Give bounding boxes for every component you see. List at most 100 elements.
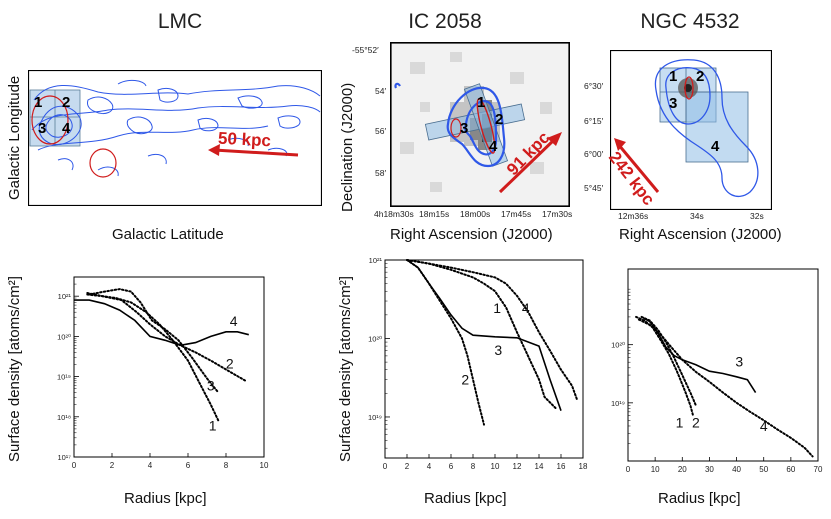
ic2058-ytick: -55°52′ xyxy=(352,45,379,55)
x-tick-label: 2 xyxy=(110,461,115,470)
ic2058-region-label-2: 2 xyxy=(495,111,504,128)
lmc-region-label-2: 2 xyxy=(62,94,71,111)
x-tick-label: 10 xyxy=(651,465,660,474)
panel-title-lmc: LMC xyxy=(157,10,203,33)
x-tick-label: 40 xyxy=(732,465,741,474)
x-tick-label: 4 xyxy=(427,462,432,471)
lmc-profile-xlabel: Radius [kpc] xyxy=(124,490,207,507)
plot-frame xyxy=(384,259,584,459)
x-tick-label: 16 xyxy=(557,462,566,471)
ic2058-xtick: 17m30s xyxy=(542,209,573,219)
y-tick-label: 10¹⁹ xyxy=(368,413,382,422)
ngc4532-map-xlabel: Right Ascension (J2000) xyxy=(619,226,782,243)
x-tick-label: 70 xyxy=(814,465,823,474)
ic2058-region-label-1: 1 xyxy=(477,94,486,111)
x-tick-label: 0 xyxy=(72,461,77,470)
lmc-map xyxy=(28,70,322,206)
y-tick-label: 10²¹ xyxy=(58,292,72,301)
lmc-region-ellipse-1 xyxy=(31,95,69,145)
series-line-4 xyxy=(74,299,249,347)
x-tick-label: 0 xyxy=(626,465,631,474)
profiles-ylabel-middle: Surface density [atoms/cm²] xyxy=(337,276,354,462)
ngc4532-ytick: 6°15′ xyxy=(584,116,604,126)
lmc-region-ellipse-2 xyxy=(89,148,117,178)
series-label-3: 3 xyxy=(735,354,743,370)
y-tick-label: 10¹⁹ xyxy=(611,399,625,408)
lmc-map-ylabel: Galactic Longitude xyxy=(6,75,23,200)
ngc4532-region-label-1: 1 xyxy=(669,68,678,85)
ngc4532-profile-xlabel: Radius [kpc] xyxy=(658,490,741,507)
series-line-3 xyxy=(406,259,562,411)
ic2058-region-label-3: 3 xyxy=(460,120,469,137)
ic2058-map-xlabel: Right Ascension (J2000) xyxy=(390,226,553,243)
series-label-1: 1 xyxy=(676,414,684,430)
ngc4532-region-box-outer xyxy=(685,91,749,163)
plot-frame xyxy=(73,276,265,458)
ic2058-xtick: 17m45s xyxy=(501,209,532,219)
lmc-scale-arrow xyxy=(213,148,299,157)
ngc4532-red-ellipse xyxy=(684,76,694,100)
series-label-2: 2 xyxy=(692,414,700,430)
series-label-1: 1 xyxy=(493,300,501,316)
ic2058-map xyxy=(390,42,570,207)
series-label-2: 2 xyxy=(226,355,234,371)
lmc-region-label-1: 1 xyxy=(34,94,43,111)
ngc4532-map xyxy=(610,50,772,210)
x-tick-label: 12 xyxy=(513,462,522,471)
ngc4532-ytick: 6°30′ xyxy=(584,81,604,91)
ngc4532-xtick: 12m36s xyxy=(618,211,649,221)
ngc4532-region-label-4: 4 xyxy=(711,138,720,155)
series-line-4 xyxy=(637,318,814,458)
plot-frame xyxy=(627,268,819,462)
y-tick-label: 10²⁰ xyxy=(611,341,625,350)
profiles-ylabel-left: Surface density [atoms/cm²] xyxy=(6,276,23,462)
ic2058-ytick: 58′ xyxy=(375,168,387,178)
x-tick-label: 10 xyxy=(260,461,269,470)
series-label-4: 4 xyxy=(230,313,238,329)
panel-title-ngc4532: NGC 4532 xyxy=(640,10,740,33)
ic2058-profile-xlabel: Radius [kpc] xyxy=(424,490,507,507)
x-tick-label: 2 xyxy=(405,462,410,471)
ic2058-hi-contours xyxy=(394,82,506,168)
ic2058-red-ellipse xyxy=(476,98,496,154)
series-label-4: 4 xyxy=(522,300,530,316)
ic2058-xtick: 18m00s xyxy=(460,209,491,219)
ngc4532-xtick: 34s xyxy=(690,211,704,221)
y-tick-label: 10¹⁷ xyxy=(57,453,71,462)
series-line-4 xyxy=(406,259,579,402)
ngc4532-hi-contours xyxy=(654,59,759,197)
ic2058-map-frame xyxy=(390,42,570,207)
lmc-region-label-3: 3 xyxy=(38,120,47,137)
y-tick-label: 10¹⁸ xyxy=(57,413,71,422)
x-tick-label: 8 xyxy=(224,461,229,470)
x-tick-label: 6 xyxy=(186,461,191,470)
series-line-3 xyxy=(641,316,757,394)
x-tick-label: 0 xyxy=(383,462,388,471)
ic2058-red-ellipse-2 xyxy=(450,118,462,138)
series-line-1 xyxy=(406,259,557,409)
series-label-1: 1 xyxy=(209,418,217,434)
series-label-2: 2 xyxy=(461,371,469,387)
series-line-2 xyxy=(86,293,246,382)
y-tick-label: 10²⁰ xyxy=(57,332,71,341)
y-tick-label: 10²¹ xyxy=(369,256,383,265)
ic2058-ytick: 56′ xyxy=(375,126,387,136)
ic2058-xtick: 18m15s xyxy=(419,209,450,219)
lmc-scale-label: 50 kpc xyxy=(217,128,272,151)
lmc-hi-contours xyxy=(31,79,321,177)
x-tick-label: 14 xyxy=(535,462,544,471)
ngc4532-ytick: 5°45′ xyxy=(584,183,604,193)
ic2058-region-label-4: 4 xyxy=(489,138,498,155)
lmc-region-label-4: 4 xyxy=(62,120,71,137)
ngc4532-xtick: 32s xyxy=(750,211,764,221)
x-tick-label: 10 xyxy=(491,462,500,471)
ic2058-scale-arrow xyxy=(498,136,558,194)
ic2058-xtick: 4h18m30s xyxy=(374,209,414,219)
ngc4532-scale-arrow xyxy=(616,143,660,193)
series-label-3: 3 xyxy=(207,378,215,394)
series-label-4: 4 xyxy=(760,418,768,434)
x-tick-label: 18 xyxy=(579,462,588,471)
x-tick-label: 60 xyxy=(786,465,795,474)
